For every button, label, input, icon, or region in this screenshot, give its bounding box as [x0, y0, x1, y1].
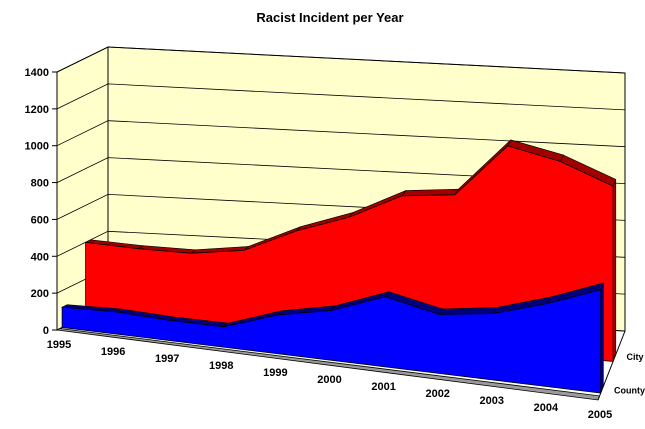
- y-tick-label: 400: [31, 251, 49, 263]
- x-tick-label: 1997: [155, 353, 179, 365]
- x-tick-label: 2005: [588, 409, 612, 421]
- gridline: [56, 83, 626, 111]
- series-label: County: [614, 386, 645, 396]
- y-tick-label: 0: [43, 325, 49, 337]
- x-tick-label: 2004: [534, 402, 559, 414]
- gridline: [56, 157, 626, 184]
- y-tick-label: 1400: [25, 67, 49, 79]
- series-areas: [60, 139, 617, 394]
- x-tick-label: 2001: [371, 381, 395, 393]
- area-county: [61, 289, 602, 394]
- x-tick-label: 1996: [101, 346, 125, 358]
- series-depth-labels: City County: [614, 352, 645, 396]
- x-axis-ticks: 1995 1996 1997 1998 1999 2000 2001 2002 2003 2004…: [47, 339, 612, 421]
- y-tick-label: 600: [31, 214, 49, 226]
- y-tick-label: 1200: [25, 104, 49, 116]
- x-tick-label: 2002: [425, 388, 449, 400]
- x-tick-label: 1995: [47, 339, 71, 351]
- area-side-city: [612, 179, 617, 362]
- x-tick-label: 1998: [209, 360, 233, 372]
- area-side-county: [600, 282, 604, 394]
- x-tick-label: 2003: [480, 395, 504, 407]
- y-tick-label: 200: [31, 288, 49, 300]
- y-axis-ticks: 0 200 400 600 800 1000 1200 1400: [25, 67, 57, 337]
- chart-floor: [55, 328, 626, 401]
- gridline: [56, 120, 626, 148]
- area-city: [85, 145, 614, 362]
- y-tick-label: 1000: [25, 141, 49, 153]
- gridline: [56, 46, 626, 74]
- depth-axis: [597, 330, 626, 401]
- y-tick-label: 800: [31, 178, 49, 190]
- chart-title: Racist Incident per Year: [256, 10, 403, 25]
- x-tick-label: 2000: [317, 374, 341, 386]
- x-tick-label: 1999: [263, 367, 287, 379]
- series-label: City: [626, 352, 643, 362]
